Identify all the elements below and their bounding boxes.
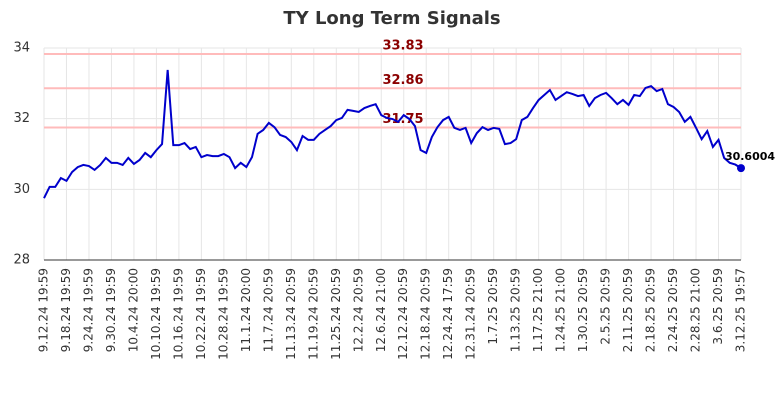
signal-label: 33.83 [382, 39, 423, 54]
x-tick-label: 2.5.25 20:59 [599, 268, 613, 345]
x-tick-label: 11.1.24 20:00 [239, 268, 253, 352]
x-tick-label: 1.7.25 20:59 [486, 268, 500, 345]
x-tick-label: 12.18.24 20:59 [419, 268, 433, 360]
x-tick-label: 1.17.25 21:00 [531, 268, 545, 352]
x-tick-label: 1.30.25 20:59 [576, 268, 590, 352]
x-tick-label: 11.19.24 20:59 [306, 268, 320, 360]
x-tick-label: 12.12.24 20:59 [396, 268, 410, 360]
x-tick-label: 11.13.24 20:59 [284, 268, 298, 360]
x-tick-label: 10.28.24 19:59 [216, 268, 230, 360]
y-tick-label: 28 [13, 253, 30, 268]
x-tick-label: 1.24.25 21:00 [554, 268, 568, 352]
x-tick-label: 12.24.24 17:59 [441, 268, 455, 360]
x-tick-label: 9.24.24 19:59 [81, 268, 95, 352]
x-tick-label: 3.6.25 20:59 [711, 268, 725, 345]
chart-title: TY Long Term Signals [283, 8, 500, 29]
x-tick-label: 9.30.24 19:59 [104, 268, 118, 352]
x-tick-label: 3.12.25 19:57 [734, 268, 748, 352]
x-tick-label: 10.16.24 19:59 [171, 268, 185, 360]
last-point [737, 164, 745, 173]
x-tick-label: 2.18.25 20:59 [644, 268, 658, 352]
x-tick-label: 2.28.25 21:00 [689, 268, 703, 352]
last-value-label: 30.6004 [725, 150, 775, 163]
x-tick-label: 12.31.24 20:59 [464, 268, 478, 360]
line [43, 69, 742, 199]
x-tick-label: 9.12.24 19:59 [37, 268, 51, 352]
x-tick-label: 9.18.24 19:59 [59, 268, 73, 352]
x-tick-label: 10.22.24 19:59 [194, 268, 208, 360]
x-tick-label: 11.25.24 20:59 [329, 268, 343, 360]
signal-label: 32.86 [382, 73, 423, 88]
y-tick-label: 32 [13, 111, 30, 126]
x-tick-label: 2.24.25 20:59 [666, 268, 680, 352]
signal-label: 31.75 [382, 112, 423, 127]
y-tick-label: 30 [13, 182, 30, 197]
x-tick-label: 10.4.24 20:00 [126, 268, 140, 352]
x-tick-label: 1.13.25 20:59 [509, 268, 523, 352]
x-tick-label: 10.10.24 19:59 [149, 268, 163, 360]
x-tick-label: 2.11.25 20:59 [621, 268, 635, 352]
y-tick-label: 34 [13, 41, 30, 56]
x-tick-label: 12.2.24 20:59 [351, 268, 365, 352]
x-tick-label: 12.6.24 21:00 [374, 268, 388, 352]
x-tick-label: 11.7.24 20:59 [261, 268, 275, 352]
